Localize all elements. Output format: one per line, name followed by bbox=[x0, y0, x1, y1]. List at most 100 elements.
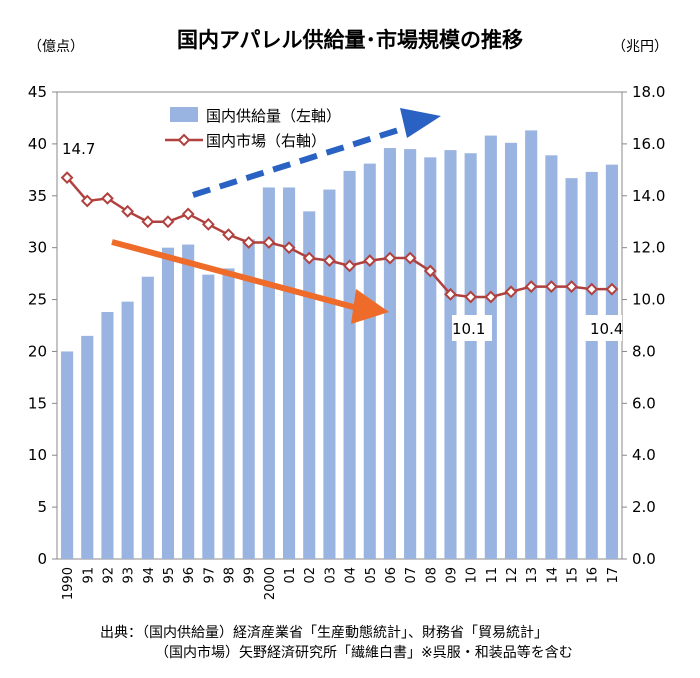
market-point-2000 bbox=[262, 236, 276, 249]
market-point-98 bbox=[222, 228, 235, 242]
market-point-93 bbox=[121, 204, 135, 218]
right-tick-label: 2.0 bbox=[632, 498, 656, 516]
x-tick-label: 10 bbox=[465, 567, 480, 584]
bar-supply-93 bbox=[121, 301, 134, 559]
market-point-96 bbox=[181, 207, 195, 221]
x-tick-label: 14 bbox=[545, 567, 560, 584]
legend-label-supply: 国内供給量（左軸） bbox=[206, 107, 341, 125]
increase-trend-arrow-shaft bbox=[192, 124, 409, 198]
market-point-10 bbox=[464, 290, 478, 304]
decrease-trend-arrow-head bbox=[351, 289, 389, 324]
bar-supply-03 bbox=[323, 189, 336, 559]
x-tick-label: 92 bbox=[101, 567, 116, 584]
market-point-91 bbox=[80, 194, 94, 208]
x-tick-label: 2000 bbox=[263, 567, 278, 600]
bar-supply-96 bbox=[182, 244, 195, 559]
market-point-97 bbox=[201, 217, 215, 231]
market-point-01 bbox=[282, 241, 296, 255]
x-tick-label: 97 bbox=[202, 567, 217, 584]
left-tick-label: 30 bbox=[28, 239, 47, 257]
left-tick-label: 0 bbox=[37, 550, 47, 568]
data-label-bg bbox=[584, 315, 622, 341]
bar-supply-99 bbox=[242, 239, 255, 559]
x-tick-label: 11 bbox=[485, 567, 500, 584]
source-line-1: 出典：（国内供給量）経済産業省「生産動態統計」、財務省「貿易統計」 bbox=[100, 625, 548, 641]
x-tick-label: 12 bbox=[505, 567, 520, 584]
chart-title: 国内アパレル供給量･市場規模の推移 bbox=[176, 28, 524, 52]
left-tick-label: 45 bbox=[28, 83, 47, 101]
right-tick-label: 10.0 bbox=[632, 291, 665, 309]
bar-supply-14 bbox=[545, 155, 558, 559]
x-tick-label: 04 bbox=[344, 567, 359, 584]
bar-supply-13 bbox=[525, 130, 538, 560]
right-tick-label: 12.0 bbox=[632, 239, 665, 257]
right-tick-label: 0.0 bbox=[632, 550, 656, 568]
x-tick-label: 02 bbox=[303, 567, 318, 584]
x-tick-label: 09 bbox=[444, 567, 459, 584]
increase-trend-arrow-head bbox=[400, 108, 441, 138]
x-tick-label: 96 bbox=[182, 567, 197, 584]
x-tick-label: 01 bbox=[283, 567, 298, 584]
market-point-1990 bbox=[60, 171, 74, 185]
market-point-94 bbox=[141, 215, 155, 229]
x-tick-label: 05 bbox=[364, 567, 379, 584]
x-tick-label: 07 bbox=[404, 567, 419, 584]
x-tick-label: 15 bbox=[566, 567, 581, 584]
left-tick-label: 25 bbox=[28, 291, 47, 309]
bar-supply-09 bbox=[444, 150, 457, 560]
chart-svg: 0510152025303540450.02.04.06.08.010.012.… bbox=[28, 83, 666, 600]
market-size-line bbox=[66, 176, 612, 299]
bar-supply-05 bbox=[363, 163, 376, 559]
market-point-09 bbox=[444, 287, 457, 301]
left-tick-label: 40 bbox=[28, 135, 47, 153]
x-tick-label: 93 bbox=[122, 567, 137, 584]
bar-supply-12 bbox=[504, 142, 518, 559]
left-axis-unit: （億点） bbox=[28, 39, 84, 55]
market-point-95 bbox=[161, 215, 175, 229]
market-point-17 bbox=[605, 282, 619, 296]
legend-swatch-supply bbox=[170, 107, 198, 122]
bar-supply-94 bbox=[141, 276, 154, 559]
x-tick-label: 06 bbox=[384, 567, 399, 584]
bar-supply-06 bbox=[383, 148, 396, 560]
bar-supply-98 bbox=[222, 268, 235, 559]
left-tick-label: 20 bbox=[28, 342, 47, 360]
market-point-08 bbox=[423, 264, 437, 278]
x-tick-label: 1990 bbox=[61, 567, 76, 600]
market-point-06 bbox=[383, 251, 397, 265]
right-axis-unit: （兆円） bbox=[612, 39, 668, 55]
data-label-bg bbox=[452, 315, 492, 341]
data-label-10.4: 10.4 bbox=[590, 320, 623, 338]
bar-supply-08 bbox=[424, 157, 437, 559]
market-point-92 bbox=[101, 191, 114, 205]
bar-supply-07 bbox=[404, 149, 417, 560]
right-tick-label: 16.0 bbox=[632, 135, 665, 153]
source-line-2: （国内市場）矢野経済研究所「繊維白書」※呉服・和装品等を含む bbox=[155, 645, 573, 661]
bar-supply-1990 bbox=[61, 351, 74, 559]
left-tick-label: 35 bbox=[28, 187, 47, 205]
bar-supply-17 bbox=[605, 164, 618, 559]
bar-supply-97 bbox=[202, 274, 215, 559]
right-tick-label: 8.0 bbox=[632, 342, 656, 360]
data-label-10.1: 10.1 bbox=[452, 320, 485, 338]
market-point-11 bbox=[484, 290, 498, 304]
market-point-12 bbox=[504, 285, 518, 299]
right-tick-label: 4.0 bbox=[632, 446, 656, 464]
x-tick-label: 99 bbox=[243, 567, 258, 584]
bar-supply-95 bbox=[161, 247, 175, 559]
market-point-05 bbox=[363, 254, 377, 268]
bar-supply-16 bbox=[585, 171, 598, 560]
bar-supply-92 bbox=[101, 312, 114, 559]
market-point-02 bbox=[302, 251, 316, 265]
x-tick-label: 03 bbox=[323, 567, 338, 584]
decrease-trend-arrow-shaft bbox=[111, 239, 373, 315]
left-tick-label: 5 bbox=[37, 498, 47, 516]
right-tick-label: 18.0 bbox=[632, 83, 665, 101]
bar-supply-11 bbox=[484, 135, 497, 559]
bar-supply-91 bbox=[81, 335, 94, 559]
left-tick-label: 15 bbox=[28, 394, 47, 412]
x-tick-label: 13 bbox=[525, 567, 540, 584]
market-point-16 bbox=[585, 282, 599, 296]
data-label-14.7: 14.7 bbox=[62, 140, 95, 158]
right-tick-label: 14.0 bbox=[632, 187, 665, 205]
